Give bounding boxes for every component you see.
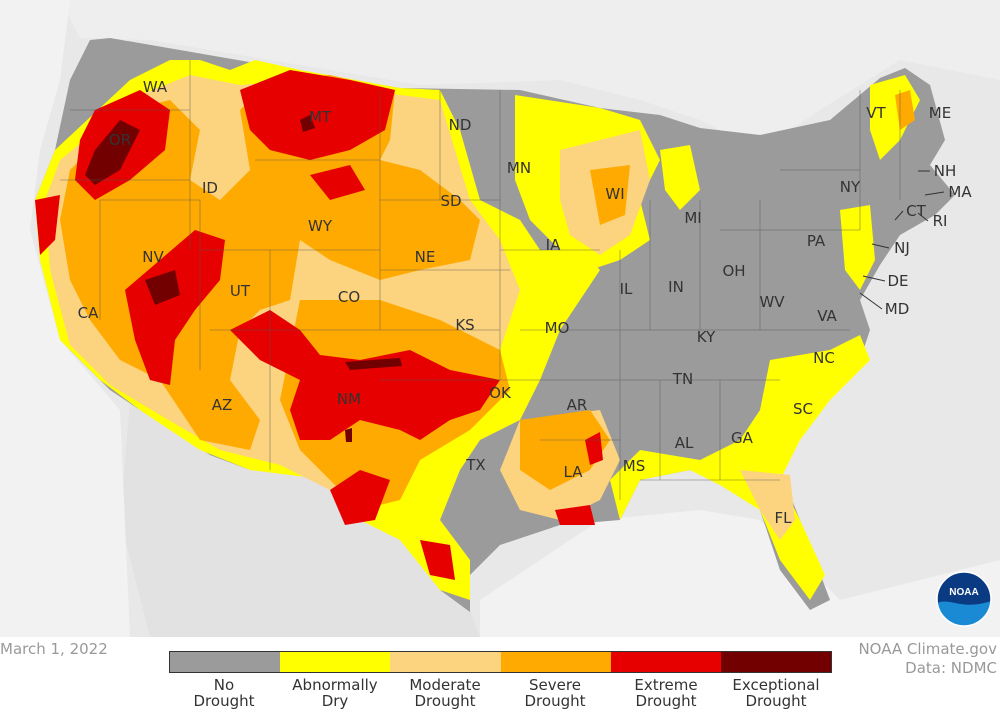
state-label-ne: NE [414, 248, 436, 266]
state-label-ks: KS [455, 316, 475, 334]
state-label-mi: MI [684, 209, 702, 227]
noaa-logo-text: NOAA [949, 587, 978, 598]
state-label-or: OR [108, 131, 132, 149]
legend-label-severe-drought: Severe Drought [524, 676, 586, 710]
state-label-wy: WY [308, 217, 332, 235]
state-label-mn: MN [506, 159, 532, 177]
exceptional-drought-montana [300, 115, 315, 132]
legend-swatch-exceptional-drought [720, 652, 832, 672]
legend-label-moderate-drought: Moderate Drought [409, 676, 481, 710]
state-label-vt: VT [866, 104, 886, 122]
state-label-pa: PA [806, 232, 826, 250]
state-label-ut: UT [229, 282, 251, 300]
legend-swatch-no-drought [170, 652, 281, 672]
extreme-drought-montana [240, 70, 395, 160]
state-label-al: AL [674, 434, 694, 452]
mexico-land [120, 400, 480, 637]
state-label-ok: OK [489, 384, 511, 402]
legend-label-extreme-drought: Extreme Drought [634, 676, 698, 710]
state-label-nh: NH [933, 162, 957, 180]
legend-swatch-moderate-drought [390, 652, 501, 672]
state-label-ms: MS [622, 457, 646, 475]
state-label-nd: ND [448, 116, 472, 134]
state-label-ca: CA [77, 304, 99, 322]
extreme-drought-louisiana-coast [555, 505, 595, 525]
us-drought-map-graphic [0, 0, 1000, 637]
pacific-ocean [0, 0, 130, 637]
state-label-mt: MT [308, 108, 332, 126]
state-label-la: LA [563, 463, 583, 481]
credit-data: Data: NDMC [905, 659, 997, 677]
noaa-logo: NOAA [936, 571, 992, 627]
state-label-ny: NY [839, 178, 861, 196]
state-label-sc: SC [793, 400, 813, 418]
state-label-wi: WI [605, 185, 625, 203]
state-label-sd: SD [440, 192, 462, 210]
abnormally-dry-mid-atlantic [840, 205, 875, 290]
extreme-drought-wyoming [310, 165, 365, 200]
abnormally-dry-michigan [660, 145, 700, 210]
exceptional-drought-oregon [85, 120, 140, 185]
credit-source: NOAA Climate.gov [858, 640, 997, 658]
state-label-mo: MO [544, 319, 570, 337]
exceptional-drought-new-mexico [345, 358, 402, 370]
moderate-drought-florida [740, 470, 795, 540]
state-label-ma: MA [948, 183, 972, 201]
state-label-me: ME [928, 104, 952, 122]
extreme-drought-california-coast [35, 195, 60, 255]
state-label-tx: TX [466, 456, 486, 474]
state-label-nv: NV [142, 248, 164, 266]
legend-swatch-extreme-drought [610, 652, 721, 672]
state-label-az: AZ [211, 396, 233, 414]
state-label-ar: AR [566, 396, 588, 414]
state-label-nc: NC [813, 349, 835, 367]
extreme-drought-west-texas [330, 470, 390, 525]
legend-swatch-severe-drought [500, 652, 611, 672]
map-date: March 1, 2022 [0, 640, 108, 658]
state-label-in: IN [668, 278, 684, 296]
state-label-ga: GA [731, 429, 753, 447]
exceptional-drought-new-mexico-south [345, 428, 352, 442]
state-label-de: DE [887, 272, 909, 290]
legend-label-exceptional-drought: Exceptional Drought [732, 676, 820, 710]
state-label-il: IL [619, 280, 633, 298]
legend-label-abnormally-dry: Abnormally Dry [292, 676, 378, 710]
state-label-nj: NJ [894, 239, 910, 257]
abnormally-dry-southeast [610, 335, 870, 600]
state-label-wv: WV [759, 293, 785, 311]
state-label-tn: TN [672, 370, 694, 388]
state-label-ct: CT [906, 202, 926, 220]
state-label-md: MD [884, 300, 910, 318]
severe-drought-arkansas-louisiana [520, 410, 610, 490]
state-label-nm: NM [336, 390, 362, 408]
extreme-drought-new-mexico-texas [230, 310, 500, 440]
gulf-ocean [480, 510, 1000, 637]
legend-footer: March 1, 2022 NOAA Climate.gov Data: NDM… [0, 637, 1000, 716]
severe-drought-wisconsin [590, 165, 630, 225]
legend-label-no-drought: No Drought [193, 676, 255, 710]
drought-map: WA OR CA NV ID MT WY UT AZ CO NM ND SD N… [0, 0, 1000, 637]
state-label-id: ID [202, 179, 218, 197]
credit: NOAA Climate.gov Data: NDMC [858, 640, 997, 678]
extreme-drought-south-texas [420, 540, 455, 580]
state-label-fl: FL [774, 509, 792, 527]
legend-color-bar [169, 651, 832, 673]
canada-land [60, 0, 1000, 150]
state-borders [60, 60, 901, 500]
state-label-co: CO [337, 288, 361, 306]
state-label-ky: KY [696, 328, 716, 346]
state-label-wa: WA [142, 78, 168, 96]
state-label-va: VA [817, 307, 837, 325]
state-label-ia: IA [545, 236, 561, 254]
exceptional-drought-nevada [145, 270, 180, 305]
legend-swatch-abnormally-dry [280, 652, 391, 672]
state-label-oh: OH [722, 262, 746, 280]
state-label-ri: RI [932, 212, 948, 230]
